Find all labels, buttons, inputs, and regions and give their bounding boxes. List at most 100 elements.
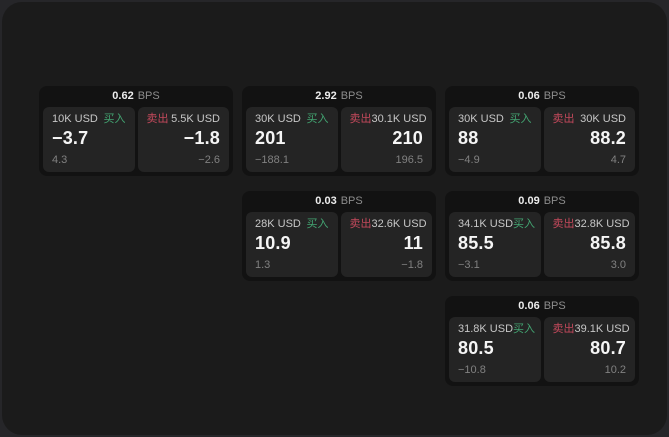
sell-price: 80.7 xyxy=(590,338,626,358)
buy-panel[interactable]: 31.8K USD 买入 80.5 −10.8 xyxy=(449,317,541,382)
sell-panel[interactable]: 卖出 32.6K USD 11 −1.8 xyxy=(340,212,432,277)
quote-panels: 30K USD 买入 88 −4.9 卖出 30K USD 88.2 4.7 xyxy=(449,107,635,172)
buy-panel-top: 30K USD 买入 xyxy=(458,113,532,126)
buy-panel[interactable]: 30K USD 买入 88 −4.9 xyxy=(449,107,541,172)
spread-unit-label: BPS xyxy=(340,195,363,207)
buy-panel[interactable]: 10K USD 买入 −3.7 4.3 xyxy=(43,107,135,172)
spread-value: 0.09 xyxy=(518,195,540,207)
sell-panel[interactable]: 卖出 39.1K USD 80.7 10.2 xyxy=(543,317,635,382)
buy-price: 88 xyxy=(458,128,479,148)
quote-card: 0.06 BPS 30K USD 买入 88 −4.9 卖出 30K USD 8… xyxy=(445,86,639,176)
sell-panel[interactable]: 卖出 30K USD 88.2 4.7 xyxy=(543,107,635,172)
buy-amount: 10K USD xyxy=(52,113,98,125)
quote-panels: 10K USD 买入 −3.7 4.3 卖出 5.5K USD −1.8 −2.… xyxy=(43,107,229,172)
buy-amount: 28K USD xyxy=(255,218,301,230)
buy-price: 85.5 xyxy=(458,233,494,253)
sell-panel-top: 卖出 30.1K USD xyxy=(349,113,427,126)
buy-panel[interactable]: 28K USD 买入 10.9 1.3 xyxy=(246,212,338,277)
quote-panels: 31.8K USD 买入 80.5 −10.8 卖出 39.1K USD 80.… xyxy=(449,317,635,382)
spread-unit-label: BPS xyxy=(137,90,160,102)
buy-change: −10.8 xyxy=(458,364,486,376)
sell-price: 88.2 xyxy=(590,128,626,148)
card-header: 2.92 BPS xyxy=(246,86,432,107)
spread-value: 2.92 xyxy=(315,90,337,102)
sell-amount: 30.1K USD xyxy=(371,113,427,125)
buy-tag: 买入 xyxy=(513,218,536,230)
quote-card: 0.09 BPS 34.1K USD 买入 85.5 −3.1 卖出 32.8K… xyxy=(445,191,639,281)
sell-amount: 30K USD xyxy=(580,113,626,125)
sell-tag: 卖出 xyxy=(552,323,575,335)
sell-change: 3.0 xyxy=(610,259,626,271)
spread-value: 0.06 xyxy=(518,90,540,102)
buy-tag: 买入 xyxy=(513,323,536,335)
buy-amount: 30K USD xyxy=(458,113,504,125)
buy-panel[interactable]: 30K USD 买入 201 −188.1 xyxy=(246,107,338,172)
card-header: 0.06 BPS xyxy=(449,86,635,107)
spread-value: 0.62 xyxy=(112,90,134,102)
buy-amount: 30K USD xyxy=(255,113,301,125)
sell-price: −1.8 xyxy=(183,128,220,148)
sell-panel-top: 卖出 5.5K USD xyxy=(147,113,221,126)
buy-price: 201 xyxy=(255,128,286,148)
spread-value: 0.03 xyxy=(315,195,337,207)
buy-tag: 买入 xyxy=(103,113,126,125)
quote-cards-grid: 0.62 BPS 10K USD 买入 −3.7 4.3 卖出 5.5K USD… xyxy=(39,86,639,386)
quote-panels: 28K USD 买入 10.9 1.3 卖出 32.6K USD 11 −1.8 xyxy=(246,212,432,277)
sell-change: −2.6 xyxy=(198,154,220,166)
sell-price: 210 xyxy=(392,128,423,148)
quote-card: 0.03 BPS 28K USD 买入 10.9 1.3 卖出 32.6K US… xyxy=(242,191,436,281)
sell-change: 10.2 xyxy=(604,364,626,376)
spread-unit-label: BPS xyxy=(543,300,566,312)
spread-unit-label: BPS xyxy=(543,90,566,102)
buy-change: 4.3 xyxy=(52,154,68,166)
quote-panels: 30K USD 买入 201 −188.1 卖出 30.1K USD 210 1… xyxy=(246,107,432,172)
buy-panel-top: 31.8K USD 买入 xyxy=(458,323,536,336)
sell-tag: 卖出 xyxy=(552,113,575,125)
buy-panel-top: 34.1K USD 买入 xyxy=(458,218,536,231)
buy-change: 1.3 xyxy=(255,259,271,271)
buy-amount: 31.8K USD xyxy=(458,323,514,335)
buy-change: −3.1 xyxy=(458,259,480,271)
sell-panel[interactable]: 卖出 30.1K USD 210 196.5 xyxy=(340,107,432,172)
buy-panel[interactable]: 34.1K USD 买入 85.5 −3.1 xyxy=(449,212,541,277)
buy-tag: 买入 xyxy=(306,218,329,230)
sell-tag: 卖出 xyxy=(349,113,372,125)
sell-amount: 32.6K USD xyxy=(371,218,427,230)
sell-tag: 卖出 xyxy=(349,218,372,230)
buy-price: 80.5 xyxy=(458,338,494,358)
buy-panel-top: 10K USD 买入 xyxy=(52,113,126,126)
sell-change: 196.5 xyxy=(395,154,423,166)
card-header: 0.06 BPS xyxy=(449,296,635,317)
sell-panel[interactable]: 卖出 32.8K USD 85.8 3.0 xyxy=(543,212,635,277)
card-header: 0.03 BPS xyxy=(246,191,432,212)
sell-panel-top: 卖出 39.1K USD xyxy=(552,323,630,336)
sell-change: 4.7 xyxy=(610,154,626,166)
sell-amount: 5.5K USD xyxy=(171,113,220,125)
quote-card: 0.62 BPS 10K USD 买入 −3.7 4.3 卖出 5.5K USD… xyxy=(39,86,233,176)
buy-change: −188.1 xyxy=(255,154,289,166)
sell-amount: 39.1K USD xyxy=(574,323,630,335)
sell-panel[interactable]: 卖出 5.5K USD −1.8 −2.6 xyxy=(137,107,229,172)
spread-unit-label: BPS xyxy=(340,90,363,102)
buy-change: −4.9 xyxy=(458,154,480,166)
sell-amount: 32.8K USD xyxy=(574,218,630,230)
sell-price: 85.8 xyxy=(590,233,626,253)
buy-tag: 买入 xyxy=(509,113,532,125)
sell-panel-top: 卖出 30K USD xyxy=(553,113,627,126)
sell-tag: 卖出 xyxy=(552,218,575,230)
spread-value: 0.06 xyxy=(518,300,540,312)
sell-panel-top: 卖出 32.8K USD xyxy=(552,218,630,231)
buy-amount: 34.1K USD xyxy=(458,218,514,230)
quote-card: 0.06 BPS 31.8K USD 买入 80.5 −10.8 卖出 39.1… xyxy=(445,296,639,386)
sell-price: 11 xyxy=(403,233,423,253)
spread-unit-label: BPS xyxy=(543,195,566,207)
card-header: 0.62 BPS xyxy=(43,86,229,107)
sell-tag: 卖出 xyxy=(146,113,169,125)
buy-tag: 买入 xyxy=(306,113,329,125)
sell-panel-top: 卖出 32.6K USD xyxy=(349,218,427,231)
quote-panels: 34.1K USD 买入 85.5 −3.1 卖出 32.8K USD 85.8… xyxy=(449,212,635,277)
buy-panel-top: 30K USD 买入 xyxy=(255,113,329,126)
buy-price: 10.9 xyxy=(255,233,291,253)
sell-change: −1.8 xyxy=(401,259,423,271)
